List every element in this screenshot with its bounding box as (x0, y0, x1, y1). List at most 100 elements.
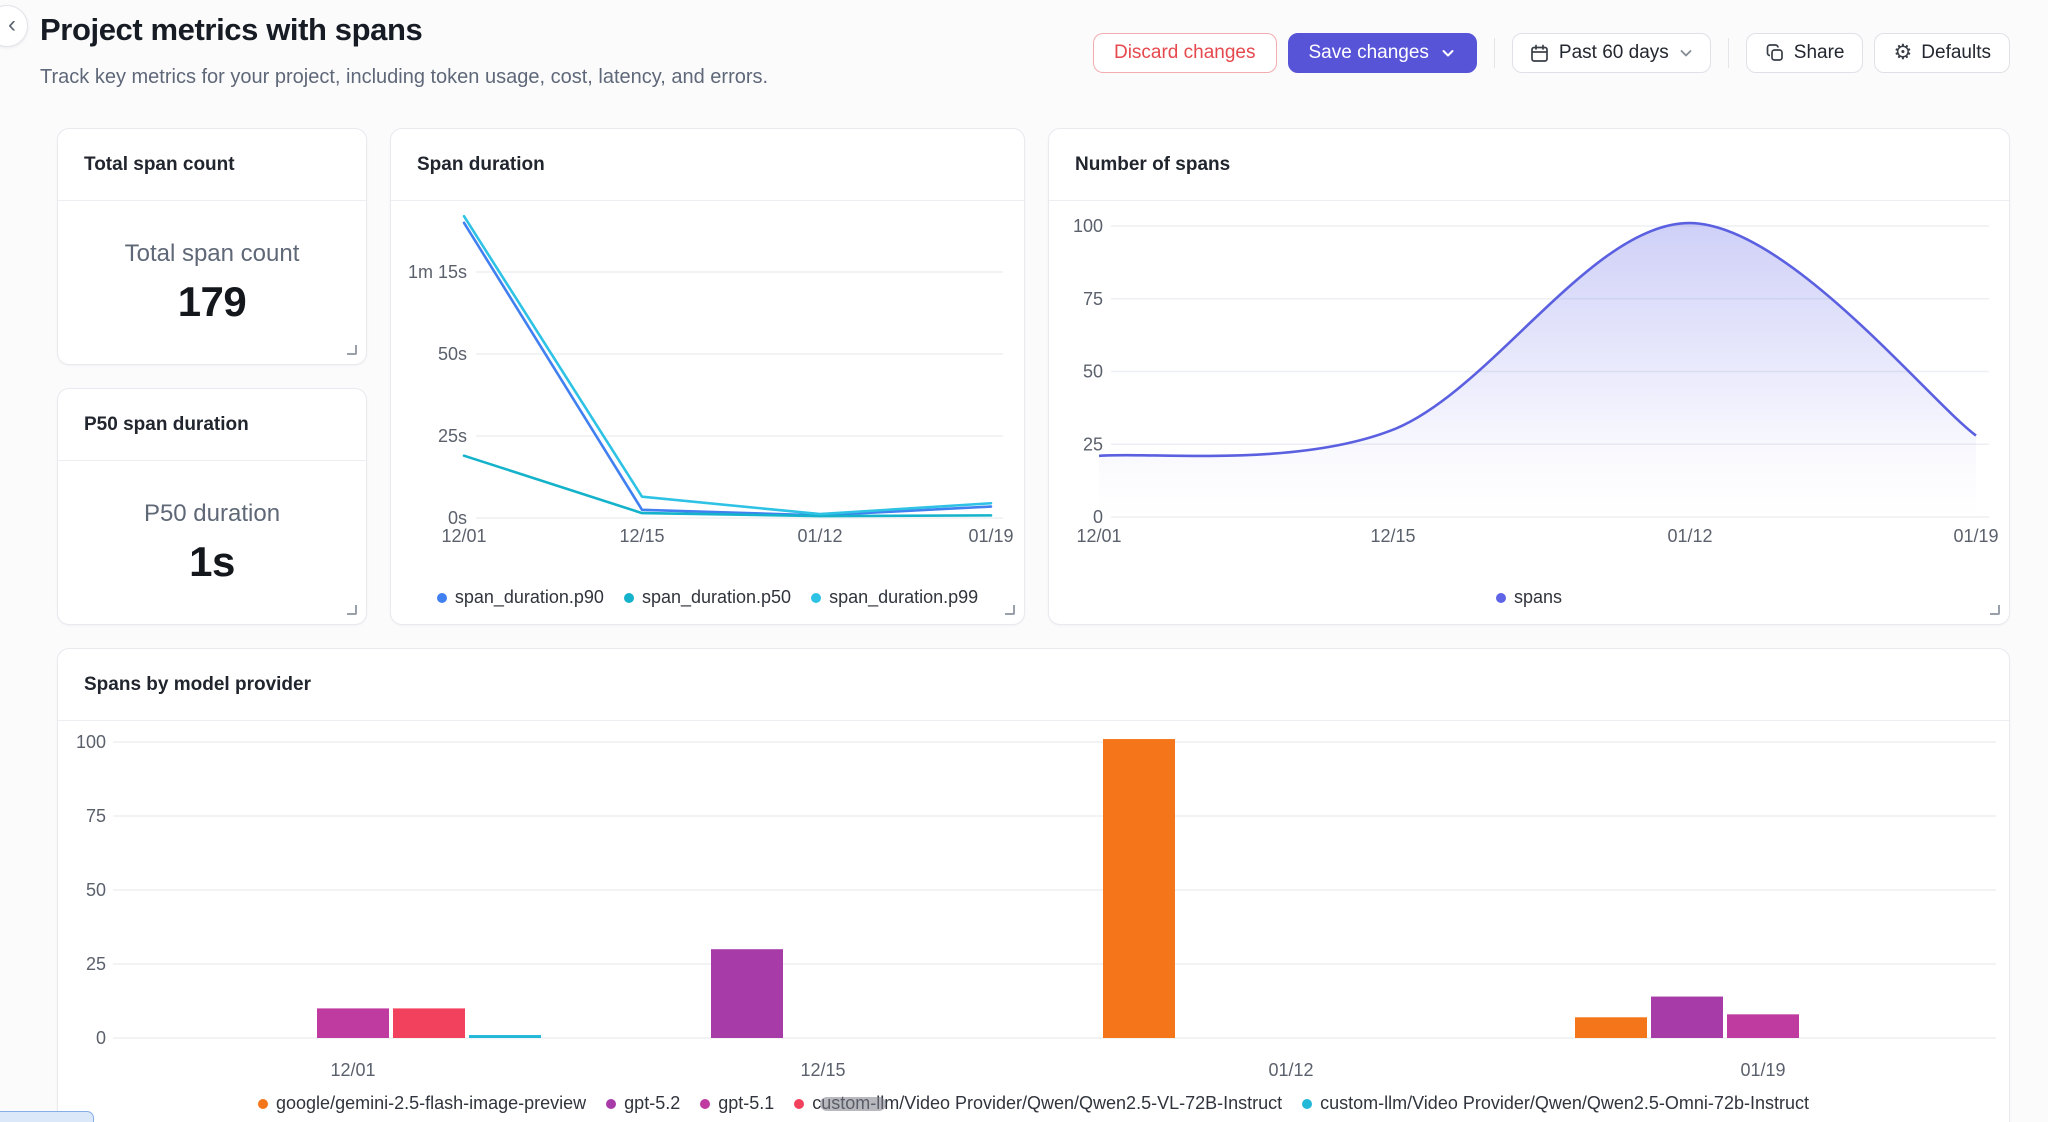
axis-tick-label: 75 (86, 806, 106, 826)
chevron-down-icon (1442, 50, 1454, 57)
number-of-spans-chart-canvas: 0 25 50 75 100 12/01 12/15 01/12 01/19 (1073, 216, 1999, 546)
span-duration-legend: span_duration.p90 span_duration.p50 span_d… (391, 587, 1024, 608)
legend-label: gpt-5.2 (624, 1093, 681, 1113)
legend-label: span_duration.p50 (641, 587, 792, 607)
bar-custom-llm/Video Provider/Qwen/Qwen2.5-Omni-72b-Instruct[interactable] (469, 1035, 541, 1038)
defaults-label: Defaults (1921, 42, 1991, 63)
stat-label: P50 duration (143, 499, 281, 527)
bar-gpt-5.2[interactable] (1651, 996, 1723, 1038)
calendar-icon (1531, 44, 1548, 62)
resize-handle[interactable] (1990, 605, 2000, 615)
axis-tick-label: 75 (1083, 289, 1103, 309)
legend-label: google/gemini-2.5-flash-image-preview (276, 1093, 587, 1113)
share-button[interactable]: Share (1745, 33, 1864, 73)
bar-google/gemini-2.5-flash-image-preview[interactable] (1103, 739, 1175, 1038)
share-label: Share (1793, 42, 1845, 63)
legend-item-google/gemini-2.5-flash-image-preview[interactable]: google/gemini-2.5-flash-image-preview (258, 1093, 586, 1114)
legend-label: custom-llm/Video Provider/Qwen/Qwen2.5-O… (1320, 1093, 1809, 1113)
legend-label: span_duration.p90 (454, 587, 604, 607)
card-title: Number of spans (1075, 153, 1231, 175)
legend-item-gpt-5.2[interactable]: gpt-5.2 (606, 1093, 680, 1114)
axis-tick-label: 0 (96, 1028, 106, 1048)
card-title: P50 span duration (84, 413, 249, 435)
area-line-spans (1098, 221, 1977, 458)
card-span-duration-chart: Span duration 0s 25s 50s 1m 15s 12/01 12/15 01… (390, 128, 1025, 625)
legend-dot (606, 1098, 617, 1109)
legend-dot (794, 1098, 805, 1109)
axis-tick-label: 12/01 (1076, 526, 1121, 546)
spans-by-provider-legend: google/gemini-2.5-flash-image-preview gpt… (58, 1093, 2009, 1114)
toolbar-divider (1493, 38, 1495, 68)
axis-tick-label: 50 (1083, 362, 1103, 382)
span-duration-chart-canvas: 0s 25s 50s 1m 15s 12/01 12/15 01/12 01/19 (408, 214, 1014, 546)
axis-tick-label: 25s (438, 426, 467, 446)
legend-item-custom-llm/Video Provider/Qwen/Qwen2.5-VL-72B-Instruct[interactable]: custom-llm/Video Provider/Qwen/Qwen2.5-V… (794, 1093, 1282, 1114)
axis-tick-label: 01/19 (968, 526, 1013, 546)
legend-label: span_duration.p99 (829, 587, 979, 607)
axis-tick-label: 12/15 (800, 1060, 845, 1080)
bar-gpt-5.1[interactable] (317, 1008, 389, 1038)
axis-tick-label: 100 (76, 732, 106, 752)
axis-tick-label: 12/01 (441, 526, 486, 546)
axis-tick-label: 12/01 (330, 1060, 375, 1080)
save-changes-label: Save changes (1308, 42, 1429, 63)
bar-gpt-5.2[interactable] (711, 949, 783, 1038)
legend-item-span_duration.p90[interactable]: span_duration.p90 (436, 587, 604, 608)
axis-tick-label: 1m 15s (408, 262, 467, 282)
date-range-dropdown[interactable]: Past 60 days (1511, 33, 1711, 73)
toolbar: Discard changes Save changes Past 60 day… (1092, 33, 2010, 73)
card-number-of-spans-chart: Number of spans 0 25 50 75 100 12/01 12/15 01/1… (1048, 128, 2010, 625)
partial-tooltip (0, 1111, 94, 1122)
number-of-spans-legend: spans (1049, 587, 2009, 608)
axis-tick-label: 12/15 (1370, 526, 1415, 546)
save-changes-button[interactable]: Save changes (1287, 33, 1477, 73)
legend-item-custom-llm/Video Provider/Qwen/Qwen2.5-Omni-72b-Instruct[interactable]: custom-llm/Video Provider/Qwen/Qwen2.5-O… (1302, 1093, 1809, 1114)
line-series-span_duration.p50 (462, 454, 993, 518)
legend-item-gpt-5.1[interactable]: gpt-5.1 (700, 1093, 774, 1114)
card-title: Span duration (417, 153, 545, 175)
stat-value: 1s (189, 537, 235, 585)
legend-item-span_duration.p99[interactable]: span_duration.p99 (811, 587, 978, 608)
toolbar-divider (1727, 38, 1729, 68)
back-button[interactable]: ‹ (0, 5, 28, 47)
legend-label: gpt-5.1 (718, 1093, 775, 1113)
legend-dot (700, 1098, 711, 1109)
page-title: Project metrics with spans (40, 12, 423, 47)
legend-dot (258, 1098, 269, 1109)
defaults-button[interactable]: ⚙ Defaults (1874, 33, 2010, 73)
bar-gpt-5.1[interactable] (1727, 1014, 1799, 1038)
legend-item-span_duration.p50[interactable]: span_duration.p50 (623, 587, 792, 608)
resize-handle[interactable] (1005, 605, 1015, 615)
stat-value: 179 (177, 277, 247, 325)
axis-tick-label: 0 (1093, 507, 1103, 527)
axis-tick-label: 50s (438, 344, 467, 364)
card-p50-span-duration: P50 span duration P50 duration 1s (57, 388, 367, 625)
legend-dot (436, 592, 447, 603)
axis-tick-label: 0s (448, 508, 467, 528)
axis-tick-label: 100 (1073, 216, 1103, 236)
page-subtitle: Track key metrics for your project, incl… (40, 66, 769, 88)
legend-item-spans[interactable]: spans (1495, 587, 1562, 608)
legend-dot (811, 592, 822, 603)
card-total-span-count: Total span count Total span count 179 (57, 128, 367, 365)
bar-custom-llm/Video Provider/Qwen/Qwen2.5-VL-72B-Instruct[interactable] (393, 1008, 465, 1038)
axis-tick-label: 25 (86, 954, 106, 974)
resize-handle[interactable] (347, 605, 357, 615)
card-title: Spans by model provider (84, 673, 311, 695)
resize-handle[interactable] (347, 345, 357, 355)
legend-label: custom-llm/Video Provider/Qwen/Qwen2.5-V… (812, 1093, 1283, 1113)
horizontal-scrollbar-thumb[interactable] (820, 1097, 886, 1111)
chevron-down-icon (1680, 50, 1692, 57)
axis-tick-label: 01/12 (1268, 1060, 1313, 1080)
bar-google/gemini-2.5-flash-image-preview[interactable] (1575, 1017, 1647, 1038)
axis-tick-label: 50 (86, 880, 106, 900)
axis-tick-label: 01/19 (1740, 1060, 1785, 1080)
discard-changes-button[interactable]: Discard changes (1092, 33, 1277, 73)
axis-tick-label: 12/15 (619, 526, 664, 546)
axis-tick-label: 25 (1083, 434, 1103, 454)
legend-dot (1495, 592, 1506, 603)
card-title: Total span count (84, 153, 235, 175)
axis-tick-label: 01/19 (1953, 526, 1998, 546)
spans-by-provider-chart-canvas: 0 25 50 75 100 12/01 12/15 01/12 01/19 (76, 732, 1996, 1080)
gear-icon: ⚙ (1893, 41, 1913, 64)
